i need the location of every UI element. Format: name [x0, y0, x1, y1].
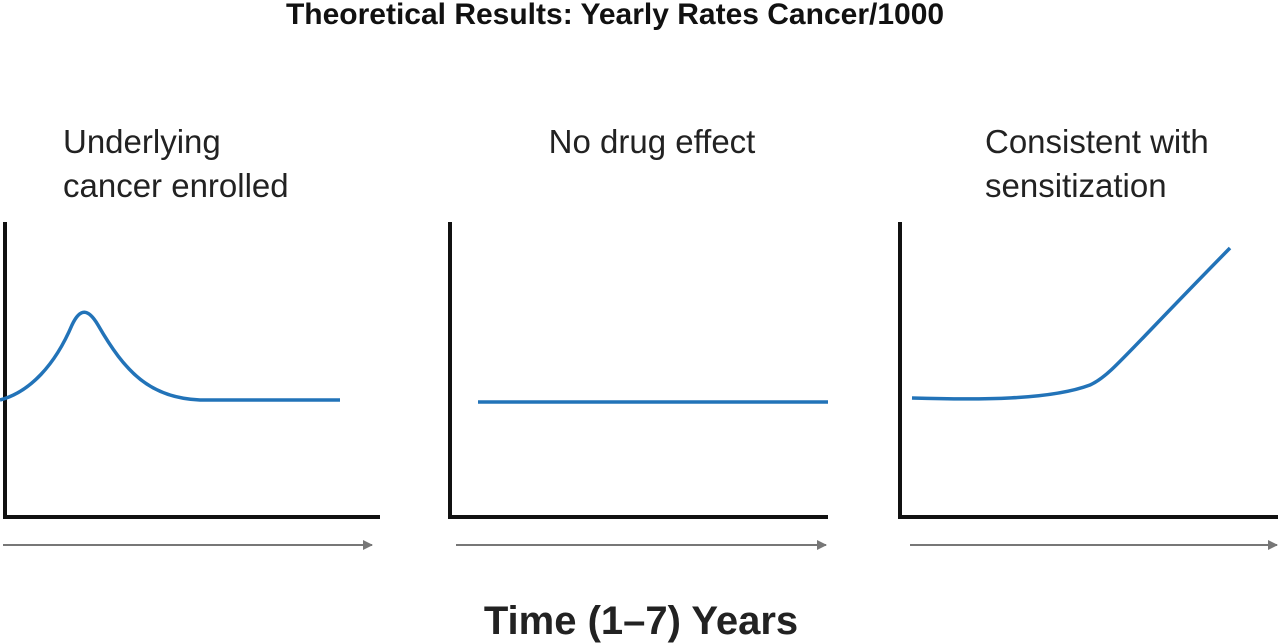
- axes: [898, 222, 1278, 519]
- panel-label: cancer enrolled: [63, 167, 289, 204]
- x-axis-label: Time (1–7) Years: [484, 599, 798, 643]
- curve: [0, 310, 340, 402]
- panel: Consistent with sensitization: [898, 123, 1278, 550]
- panel-label: sensitization: [985, 167, 1167, 204]
- curve: [911, 246, 1232, 401]
- panel: Underlying cancer enrolled: [0, 123, 380, 550]
- panel-label: Consistent with: [985, 123, 1209, 160]
- panel-label: No drug effect: [549, 123, 756, 160]
- title: Theoretical Results: Yearly Rates Cancer…: [286, 0, 944, 31]
- axes: [3, 222, 380, 519]
- panel-label: Underlying: [63, 123, 221, 160]
- panel: No drug effect: [448, 123, 828, 550]
- axes: [448, 222, 828, 519]
